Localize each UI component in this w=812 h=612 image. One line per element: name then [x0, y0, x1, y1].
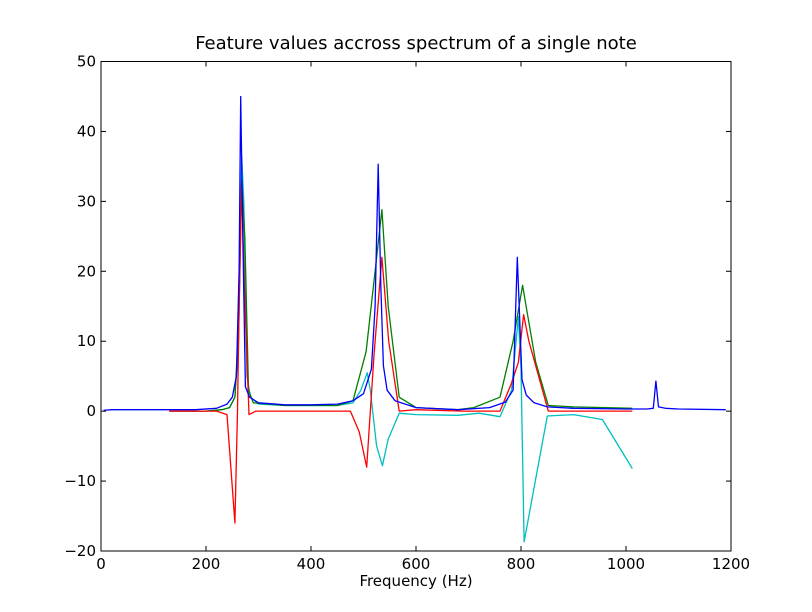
plot-frame	[100, 61, 732, 552]
y-tick-label: −10	[64, 472, 96, 490]
x-tick-label: 0	[96, 555, 106, 573]
x-tick-label: 800	[507, 555, 536, 573]
x-tick-label: 1200	[712, 555, 750, 573]
y-tick-label: 30	[77, 192, 96, 210]
y-tick-label: 50	[77, 53, 96, 71]
tick-layer: 0 200 400 600 800 1000 1200 −20 −10 0 10 20 30 40 50	[64, 53, 750, 574]
y-tick-label: −20	[64, 542, 96, 560]
series-line-3	[169, 179, 633, 524]
x-axis-label: Frequency (Hz)	[359, 572, 472, 590]
series-layer	[103, 95, 726, 543]
x-tick-label: 600	[402, 555, 431, 573]
y-tick-label: 10	[77, 332, 96, 350]
y-tick-label: 20	[77, 262, 96, 280]
y-tick-label: 0	[86, 402, 96, 420]
x-tick-label: 1000	[607, 555, 645, 573]
chart-title: Feature values accross spectrum of a sin…	[195, 33, 637, 54]
series-line-4	[103, 95, 726, 412]
x-tick-label: 200	[192, 555, 221, 573]
x-tick-label: 400	[297, 555, 326, 573]
y-tick-label: 40	[77, 122, 96, 140]
